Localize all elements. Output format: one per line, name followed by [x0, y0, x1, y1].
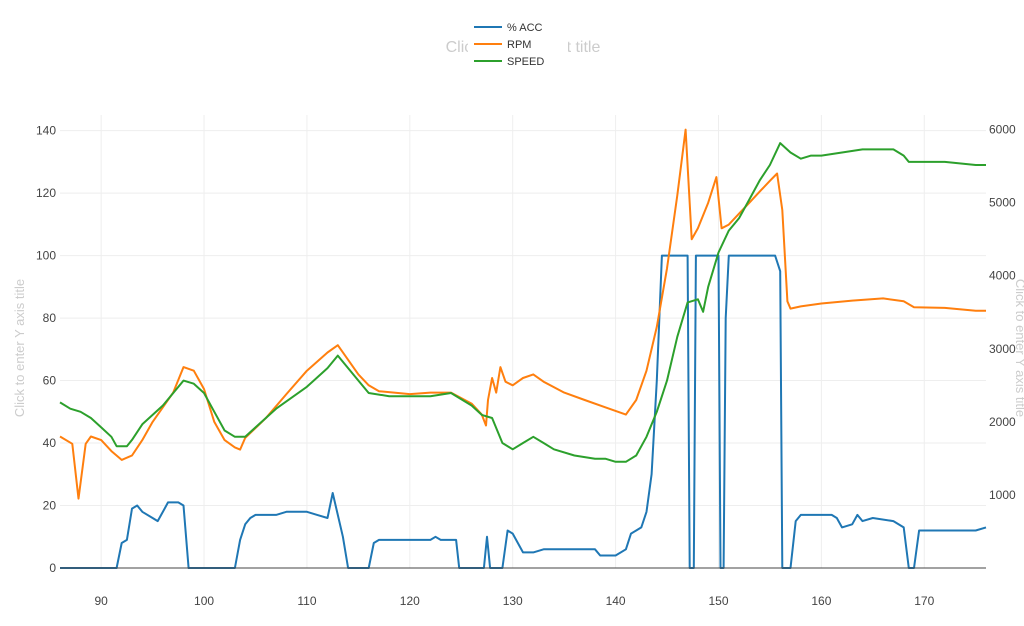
grid-layer — [60, 115, 986, 568]
x-tick-label: 150 — [708, 594, 728, 608]
legend-label-speed: SPEED — [507, 56, 544, 68]
legend-item-acc[interactable]: % ACC — [474, 22, 543, 34]
y2-tick-label: 3000 — [989, 342, 1016, 356]
y-tick-label: 0 — [49, 561, 56, 575]
y2-tick-label: 5000 — [989, 196, 1016, 210]
x-tick-label: 160 — [811, 594, 831, 608]
y2-tick-label: 6000 — [989, 123, 1016, 137]
legend: % ACC RPM SPEED — [468, 16, 568, 70]
y2-tick-label: 1000 — [989, 488, 1016, 502]
legend-item-speed[interactable]: SPEED — [474, 56, 544, 68]
x-tick-label: 130 — [503, 594, 523, 608]
y-tick-label: 20 — [43, 499, 57, 513]
series-line-speed[interactable] — [59, 142, 986, 463]
legend-label-rpm: RPM — [507, 39, 531, 51]
y2-axis-title-placeholder[interactable]: Click to enter Y axis title — [1013, 279, 1024, 417]
x-tick-label: 110 — [297, 594, 316, 608]
x-tick-label: 100 — [194, 594, 214, 608]
y2-tick-label: 2000 — [989, 415, 1016, 429]
y-tick-label: 40 — [43, 436, 57, 450]
x-tick-label: 90 — [94, 594, 108, 608]
x-tick-label: 120 — [400, 594, 420, 608]
y-tick-label: 60 — [43, 374, 57, 388]
axis-layer: 90 100 110 120 130 140 150 160 170 0 20 40 60 80 100 12… — [36, 123, 1016, 608]
y-tick-label: 140 — [36, 124, 56, 138]
y-tick-label: 80 — [43, 311, 57, 325]
y-axis-title-placeholder[interactable]: Click to enter Y axis title — [12, 279, 27, 417]
y2-tick-label: 4000 — [989, 269, 1016, 283]
legend-label-acc: % ACC — [507, 22, 543, 34]
series-line-rpm[interactable] — [59, 128, 986, 500]
x-tick-label: 140 — [606, 594, 626, 608]
series-layer — [59, 128, 987, 569]
y-tick-label: 100 — [36, 249, 56, 263]
y-tick-label: 120 — [36, 186, 56, 200]
legend-item-rpm[interactable]: RPM — [474, 39, 531, 51]
series-line-acc[interactable] — [60, 254, 987, 569]
x-tick-label: 170 — [914, 594, 934, 608]
